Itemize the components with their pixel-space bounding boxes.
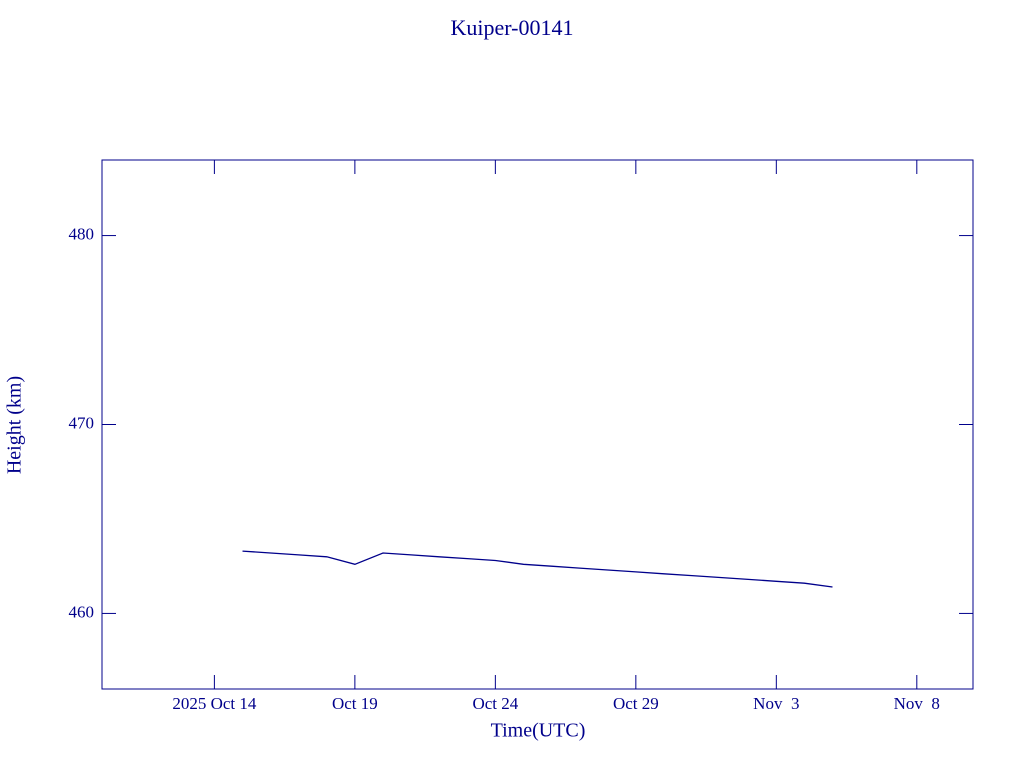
plot-frame bbox=[101, 159, 974, 690]
y-axis-label: Height (km) bbox=[4, 376, 26, 474]
y-tick-label: 460 bbox=[69, 602, 95, 621]
y-tick-label: 480 bbox=[69, 224, 95, 243]
x-tick-label: Oct 24 bbox=[472, 694, 518, 713]
x-tick-label: Oct 29 bbox=[613, 694, 659, 713]
chart-title: Kuiper-00141 bbox=[451, 15, 574, 40]
data-line bbox=[242, 550, 833, 588]
x-tick-label: Nov 8 bbox=[894, 694, 940, 713]
y-tick-label: 470 bbox=[69, 413, 95, 432]
x-tick-label: Oct 19 bbox=[332, 694, 378, 713]
x-tick-label: Nov 3 bbox=[753, 694, 799, 713]
x-tick-label: 2025 Oct 14 bbox=[172, 694, 257, 713]
x-axis-label: Time(UTC) bbox=[491, 720, 586, 742]
